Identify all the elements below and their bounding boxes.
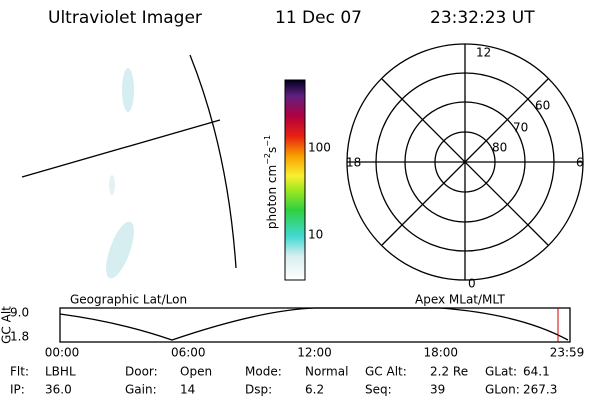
lat-label: 60 [535,99,550,113]
y-axis-label: GC Alt [0,306,14,344]
field-label: Flt: [10,365,29,379]
field-value: 64.1 [523,365,550,379]
emission [109,175,115,195]
terminator [21,119,221,178]
field-label: GLat: [485,365,517,379]
emission [122,68,134,112]
lat-label: 70 [513,121,528,135]
mlt-label: 12 [476,46,491,60]
field-label: Gain: [125,383,157,397]
field-label: Seq: [365,383,392,397]
field-value: 39 [430,383,445,397]
colorbar [284,79,306,281]
colorbar-tick: 10 [308,228,323,242]
date: 11 Dec 07 [275,8,362,28]
field-label: GC Alt: [365,365,407,379]
polar-grid [346,43,584,281]
x-ticks: 00:00 06:00 12:00 18:00 23:59 [45,346,585,360]
field-value: Open [180,365,212,379]
emission [106,221,134,279]
x-tick-label: 12:00 [297,346,332,360]
lat-label: 80 [492,141,507,155]
x-tick-label: 23:59 [550,346,585,360]
field-value: 6.2 [305,383,324,397]
colorbar-tick: 100 [308,141,331,155]
altitude-curve [59,307,569,341]
field-value: 2.2 Re [430,365,468,379]
x-tick-label: 00:00 [45,346,80,360]
field-value: 36.0 [45,383,72,397]
y-tick-label: 1.8 [10,330,29,344]
panel-label: Geographic Lat/Lon [70,293,187,307]
field-value: Normal [305,365,348,379]
title: Ultraviolet Imager [48,8,202,28]
altitude-box [59,307,571,343]
footer: Flt: LBHL Door: Open Mode: Normal GC Alt: 2.2 R… [10,365,557,397]
y-tick-label: 9.0 [10,306,29,320]
field-label: Dsp: [245,383,272,397]
mlt-label: 6 [576,156,584,170]
x-tick-label: 06:00 [171,346,206,360]
field-value: LBHL [45,365,76,379]
limb [189,54,237,269]
field-value: 267.3 [523,383,557,397]
field-value: 14 [180,383,195,397]
mlt-label: 18 [346,156,361,170]
geo-panel [21,54,237,279]
field-label: GLon: [485,383,520,397]
field-label: IP: [10,383,25,397]
field-label: Door: [125,365,158,379]
colorbar-label: photon cm−2s−1 [263,135,279,229]
panel-label: Apex MLat/MLT [415,293,505,307]
x-tick-label: 18:00 [423,346,458,360]
time: 23:32:23 UT [430,8,535,28]
field-label: Mode: [245,365,282,379]
mlt-label: 0 [468,277,476,291]
